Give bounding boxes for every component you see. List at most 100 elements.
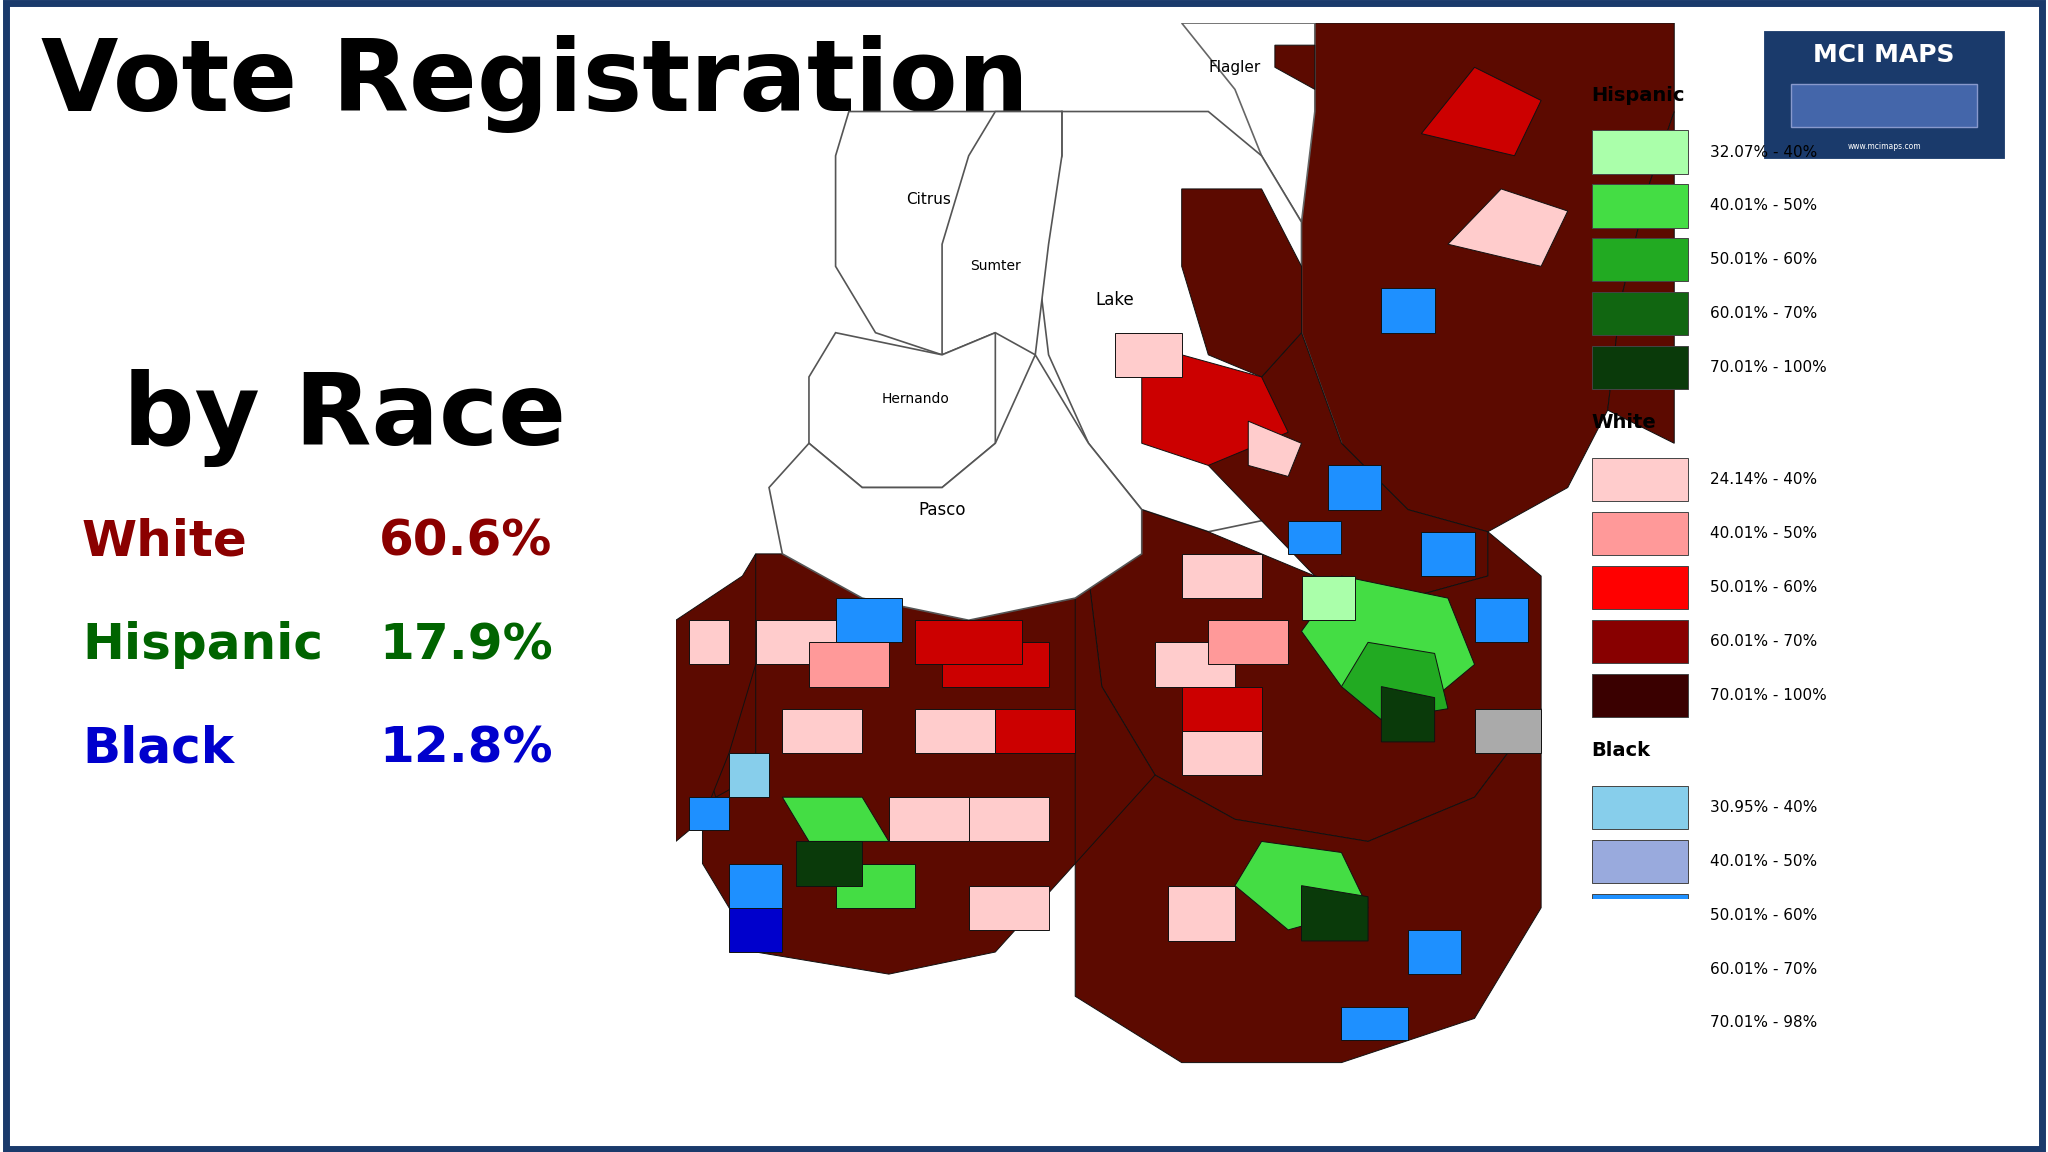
Text: White: White <box>82 517 248 566</box>
Bar <box>1591 840 1688 882</box>
Polygon shape <box>1303 886 1368 941</box>
Polygon shape <box>1409 930 1462 975</box>
Polygon shape <box>969 886 1049 930</box>
Polygon shape <box>1143 355 1288 465</box>
Polygon shape <box>1155 643 1235 687</box>
Text: 70.01% - 100%: 70.01% - 100% <box>1710 361 1827 376</box>
Polygon shape <box>729 864 782 908</box>
Text: 60.01% - 70%: 60.01% - 70% <box>1710 634 1819 649</box>
Polygon shape <box>1208 620 1288 665</box>
Text: Black: Black <box>1591 741 1651 760</box>
Text: Vote Registration: Vote Registration <box>41 35 1028 132</box>
Polygon shape <box>1208 333 1487 598</box>
Polygon shape <box>1421 67 1540 156</box>
Polygon shape <box>1090 509 1540 841</box>
Bar <box>1591 511 1688 555</box>
Polygon shape <box>1036 112 1341 532</box>
Polygon shape <box>889 797 969 841</box>
Polygon shape <box>1475 598 1528 643</box>
Polygon shape <box>1608 112 1673 444</box>
Bar <box>1591 130 1688 174</box>
Bar <box>1591 620 1688 664</box>
Text: 40.01% - 50%: 40.01% - 50% <box>1710 526 1819 541</box>
Polygon shape <box>942 643 1049 687</box>
Polygon shape <box>1182 189 1303 377</box>
Text: Lake: Lake <box>1096 290 1135 309</box>
Polygon shape <box>809 333 995 487</box>
Text: Pasco: Pasco <box>918 501 967 518</box>
Polygon shape <box>782 797 889 841</box>
Polygon shape <box>809 643 889 687</box>
Bar <box>1591 1001 1688 1045</box>
Text: 50.01% - 60%: 50.01% - 60% <box>1710 579 1819 596</box>
Bar <box>1591 674 1688 717</box>
Text: 60.6%: 60.6% <box>379 517 553 566</box>
Polygon shape <box>942 112 1061 355</box>
Polygon shape <box>688 797 729 831</box>
Bar <box>1591 238 1688 281</box>
Polygon shape <box>756 620 836 665</box>
Bar <box>1591 894 1688 937</box>
Polygon shape <box>729 908 782 952</box>
Bar <box>1591 947 1688 991</box>
Polygon shape <box>770 355 1143 620</box>
Text: Sumter: Sumter <box>971 259 1020 273</box>
Text: Hispanic: Hispanic <box>1591 85 1686 105</box>
Bar <box>1790 84 1976 127</box>
Polygon shape <box>795 841 862 886</box>
Polygon shape <box>836 112 1061 355</box>
Text: 60.01% - 70%: 60.01% - 70% <box>1710 306 1819 321</box>
Bar <box>1591 786 1688 829</box>
Text: 40.01% - 50%: 40.01% - 50% <box>1710 854 1819 869</box>
Text: 32.07% - 40%: 32.07% - 40% <box>1710 144 1819 160</box>
Polygon shape <box>1167 886 1235 941</box>
Text: 70.01% - 100%: 70.01% - 100% <box>1710 688 1827 703</box>
Text: Hispanic: Hispanic <box>82 621 324 669</box>
Polygon shape <box>1421 532 1475 576</box>
Text: 50.01% - 60%: 50.01% - 60% <box>1710 252 1819 267</box>
Polygon shape <box>1303 576 1356 620</box>
Polygon shape <box>836 598 901 643</box>
Bar <box>1591 566 1688 609</box>
Text: Hernando: Hernando <box>881 392 950 406</box>
Polygon shape <box>915 708 995 753</box>
Polygon shape <box>1114 333 1182 377</box>
Text: www.mcimaps.com: www.mcimaps.com <box>1847 143 1921 151</box>
Polygon shape <box>1380 687 1434 742</box>
Text: 60.01% - 70%: 60.01% - 70% <box>1710 962 1819 977</box>
Bar <box>1591 293 1688 335</box>
Polygon shape <box>1327 465 1380 509</box>
Polygon shape <box>1341 643 1448 720</box>
Polygon shape <box>782 708 862 753</box>
Polygon shape <box>1274 45 1315 90</box>
Bar <box>1591 184 1688 228</box>
Polygon shape <box>1380 288 1434 333</box>
Polygon shape <box>1448 189 1569 266</box>
Polygon shape <box>1235 841 1368 930</box>
Text: White: White <box>1591 414 1657 432</box>
Text: Flagler: Flagler <box>1208 60 1262 75</box>
Polygon shape <box>676 554 756 841</box>
Polygon shape <box>915 620 1022 665</box>
Polygon shape <box>836 554 1155 908</box>
Polygon shape <box>702 554 1075 975</box>
Text: 24.14% - 40%: 24.14% - 40% <box>1710 472 1819 487</box>
Polygon shape <box>729 753 770 797</box>
Polygon shape <box>688 620 729 665</box>
Polygon shape <box>836 864 915 908</box>
Text: 70.01% - 98%: 70.01% - 98% <box>1710 1015 1819 1031</box>
Text: by Race: by Race <box>123 369 565 467</box>
Polygon shape <box>1182 554 1262 598</box>
Text: 40.01% - 50%: 40.01% - 50% <box>1710 198 1819 213</box>
Polygon shape <box>1475 708 1540 753</box>
Polygon shape <box>1341 1007 1409 1040</box>
Polygon shape <box>1182 23 1315 222</box>
Text: Citrus: Citrus <box>907 192 950 207</box>
Polygon shape <box>1288 521 1341 554</box>
Polygon shape <box>1182 687 1262 730</box>
Polygon shape <box>995 708 1075 753</box>
Polygon shape <box>1075 708 1540 1062</box>
Polygon shape <box>1303 23 1673 532</box>
Bar <box>1591 346 1688 389</box>
Text: 12.8%: 12.8% <box>379 725 553 773</box>
